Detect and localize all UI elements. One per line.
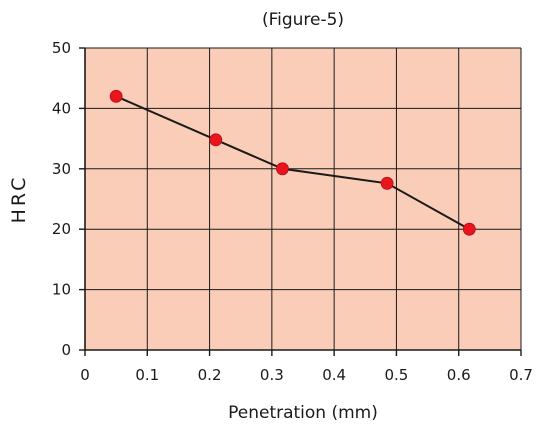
- series-group: [109, 89, 476, 236]
- x-tick-label: 0.7: [509, 366, 533, 384]
- x-tick-label: 0.3: [260, 366, 284, 384]
- x-axis-ticks: 0 0.1 0.2 0.3 0.4 0.5 0.6 0.7: [80, 350, 533, 384]
- axes: [84, 48, 521, 351]
- y-tick-label: 10: [52, 281, 71, 299]
- x-tick-label: 0.5: [384, 366, 408, 384]
- chart-title: (Figure-5): [262, 10, 344, 30]
- x-axis-label: Penetration (mm): [228, 403, 378, 423]
- data-point: [380, 176, 394, 190]
- data-point: [276, 162, 289, 176]
- y-tick-label: 0: [61, 341, 71, 359]
- x-tick-label: 0.1: [135, 366, 159, 384]
- x-tick-label: 0: [80, 366, 90, 384]
- x-tick-label: 0.6: [447, 366, 471, 384]
- vertical-gridlines: [146, 48, 522, 350]
- y-axis-ticks: 0 10 20 30 40 50: [52, 39, 85, 359]
- data-point: [209, 133, 223, 147]
- y-tick-label: 30: [52, 160, 71, 178]
- data-point: [462, 222, 476, 236]
- y-axis-label: HRC: [8, 175, 30, 224]
- x-tick-label: 0.4: [322, 366, 346, 384]
- y-tick-label: 50: [52, 39, 71, 57]
- data-point: [109, 89, 123, 103]
- y-tick-label: 40: [52, 99, 71, 117]
- x-tick-label: 0.2: [198, 366, 222, 384]
- plot-area-background: [85, 48, 521, 350]
- y-tick-label: 20: [52, 220, 71, 238]
- horizontal-gridlines: [85, 47, 521, 291]
